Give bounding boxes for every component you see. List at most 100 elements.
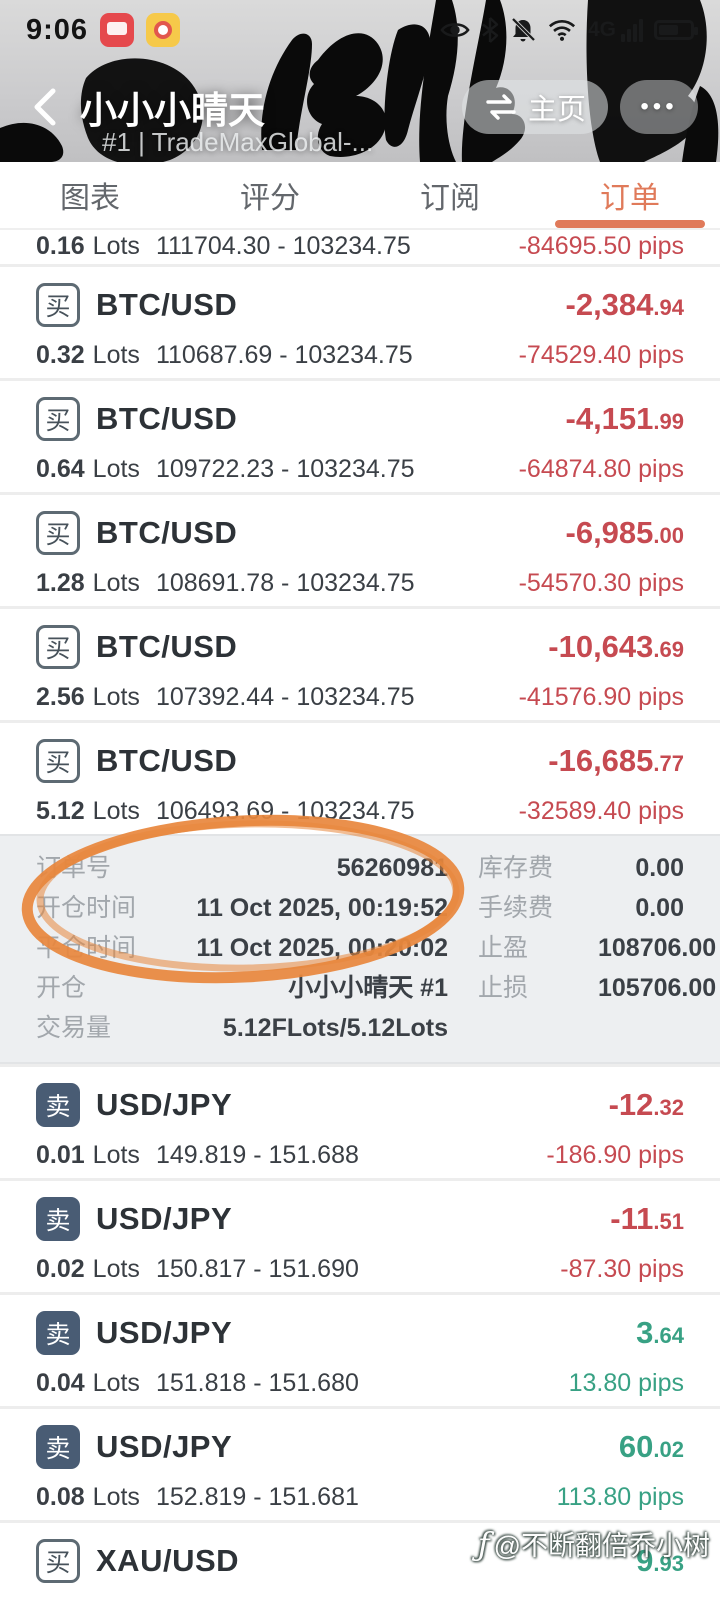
- pips-value: -84695.50 pips: [518, 232, 684, 260]
- eye-protect-icon: [440, 23, 470, 37]
- profit-value: -4,151.99: [565, 401, 685, 436]
- lots-value: 5.12: [36, 797, 85, 825]
- price-range: 110687.69 - 103234.75: [155, 341, 413, 369]
- battery-icon: [654, 20, 698, 40]
- profit-value: -12.32: [608, 1087, 684, 1122]
- weibo-app-icon: [146, 13, 181, 47]
- lots-value: 0.32: [36, 341, 85, 369]
- profile-header: 9:06 4G 小小小晴天 主页: [0, 0, 720, 162]
- side-badge: 卖: [36, 1197, 80, 1241]
- price-range: 107392.44 - 103234.75: [155, 683, 415, 711]
- detail-value-left: 5.12FLots/5.12Lots: [222, 1014, 448, 1042]
- notifications-muted-icon: [511, 17, 536, 42]
- order-row[interactable]: 买 BTC/USD -4,151.99 0.64 Lots 109722.23 …: [0, 378, 720, 492]
- order-row[interactable]: 买 BTC/USD -16,685.77 5.12 Lots 106493.69…: [0, 720, 720, 834]
- back-button[interactable]: [22, 83, 66, 131]
- detail-value-right: 108706.00: [598, 934, 717, 962]
- detail-label-right: 手续费: [478, 894, 554, 922]
- detail-value-left: 小小小晴天 #1: [288, 974, 448, 1002]
- lots-word: Lots: [92, 683, 140, 711]
- price-range: 149.819 - 151.688: [155, 1141, 359, 1169]
- lots-word: Lots: [92, 1369, 140, 1397]
- lots-value: 0.16: [36, 232, 85, 260]
- price-range: 111704.30 - 103234.75: [155, 232, 411, 260]
- symbol-label: USD/JPY: [96, 1087, 233, 1122]
- lots-word: Lots: [92, 1141, 140, 1169]
- profit-value: 9.93: [636, 1543, 684, 1578]
- profit-value: 3.64: [636, 1315, 684, 1350]
- order-detail-panel: 订单号 56260981 库存费 0.00 开仓时间 11 Oct 2025, …: [0, 834, 720, 1064]
- status-bar: 9:06 4G: [0, 6, 720, 54]
- detail-row: 开仓 小小小晴天 #1 止损 105706.00: [36, 968, 716, 1008]
- lots-word: Lots: [92, 1255, 140, 1283]
- nav-row: 小小小晴天 主页 •••: [0, 80, 720, 134]
- order-row[interactable]: 卖 USD/JPY -12.32 0.01 Lots 149.819 - 151…: [0, 1064, 720, 1178]
- side-badge: 卖: [36, 1083, 80, 1127]
- order-row[interactable]: 卖 USD/JPY 3.64 0.04 Lots 151.818 - 151.6…: [0, 1292, 720, 1406]
- order-row[interactable]: 买 BTC/USD -6,985.00 1.28 Lots 108691.78 …: [0, 492, 720, 606]
- order-row[interactable]: 卖 USD/JPY 60.02 0.08 Lots 152.819 - 151.…: [0, 1406, 720, 1520]
- side-badge: 买: [36, 739, 80, 783]
- order-row[interactable]: 买 BTC/USD 0.16 Lots 111704.30 - 103234.7…: [0, 230, 720, 264]
- watermark-logo-icon: ƒ: [477, 1524, 490, 1563]
- home-button[interactable]: 主页: [461, 80, 608, 134]
- price-range: 108691.78 - 103234.75: [155, 569, 415, 597]
- lots-value: 0.01: [36, 1141, 85, 1169]
- status-icons: 4G: [440, 17, 698, 43]
- side-badge: 卖: [36, 1311, 80, 1355]
- notification-app-icon: [100, 13, 135, 47]
- symbol-label: BTC/USD: [96, 743, 238, 778]
- detail-value-left: 11 Oct 2025, 00:20:02: [196, 934, 448, 962]
- detail-value-left: 11 Oct 2025, 00:19:52: [196, 894, 448, 922]
- lots-value: 0.02: [36, 1255, 85, 1283]
- pips-value: -54570.30 pips: [518, 569, 684, 597]
- profit-value: 60.02: [618, 1429, 684, 1464]
- side-badge: 买: [36, 283, 80, 327]
- tab-1[interactable]: 评分: [240, 182, 300, 215]
- detail-label-right: 库存费: [478, 854, 554, 882]
- price-range: 109722.23 - 103234.75: [155, 455, 415, 483]
- clock: 9:06: [26, 13, 89, 46]
- detail-value-right: 105706.00: [598, 974, 717, 1002]
- order-row[interactable]: 买 XAU/USD 9.93: [0, 1520, 720, 1604]
- wifi-icon: [548, 20, 576, 41]
- side-badge: 买: [36, 625, 80, 669]
- network-type-label: 4G: [587, 18, 616, 41]
- detail-label-left: 开仓时间: [36, 894, 137, 922]
- price-range: 150.817 - 151.690: [155, 1255, 359, 1283]
- tab-0[interactable]: 图表: [60, 182, 120, 215]
- detail-label-right: 止损: [478, 974, 529, 1002]
- lots-word: Lots: [92, 569, 140, 597]
- lots-value: 0.64: [36, 455, 85, 483]
- more-button[interactable]: •••: [620, 80, 698, 134]
- detail-row: 订单号 56260981 库存费 0.00: [36, 848, 684, 888]
- lots-word: Lots: [92, 232, 140, 260]
- detail-label-right: 止盈: [478, 934, 529, 962]
- account-subtitle: #1 | TradeMaxGlobal-...: [102, 127, 374, 157]
- pips-value: -186.90 pips: [546, 1141, 684, 1169]
- side-badge: 买: [36, 511, 80, 555]
- lots-word: Lots: [92, 341, 140, 369]
- price-range: 151.818 - 151.680: [155, 1369, 359, 1397]
- side-badge: 买: [36, 397, 80, 441]
- detail-row: 开仓时间 11 Oct 2025, 00:19:52 手续费 0.00: [36, 888, 684, 928]
- order-row[interactable]: 买 BTC/USD -10,643.69 2.56 Lots 107392.44…: [0, 606, 720, 720]
- lots-word: Lots: [92, 1483, 140, 1511]
- order-row[interactable]: 卖 USD/JPY -11.51 0.02 Lots 150.817 - 151…: [0, 1178, 720, 1292]
- tab-3[interactable]: 订单: [600, 182, 660, 215]
- symbol-label: BTC/USD: [96, 287, 238, 322]
- symbol-label: XAU/USD: [96, 1543, 240, 1578]
- detail-label-left: 交易量: [36, 1014, 112, 1042]
- price-range: 106493.69 - 103234.75: [155, 797, 415, 825]
- symbol-label: USD/JPY: [96, 1315, 233, 1350]
- pips-value: -87.30 pips: [560, 1255, 684, 1283]
- detail-value-right: 0.00: [635, 894, 684, 922]
- detail-label-left: 平仓时间: [36, 934, 137, 962]
- trader-name-title: 小小小晴天: [80, 90, 265, 131]
- pips-value: 113.80 pips: [556, 1483, 684, 1511]
- order-row[interactable]: 买 BTC/USD -2,384.94 0.32 Lots 110687.69 …: [0, 264, 720, 378]
- symbol-label: BTC/USD: [96, 515, 238, 550]
- signal-icon: 4G: [588, 18, 643, 42]
- tab-2[interactable]: 订阅: [420, 182, 480, 215]
